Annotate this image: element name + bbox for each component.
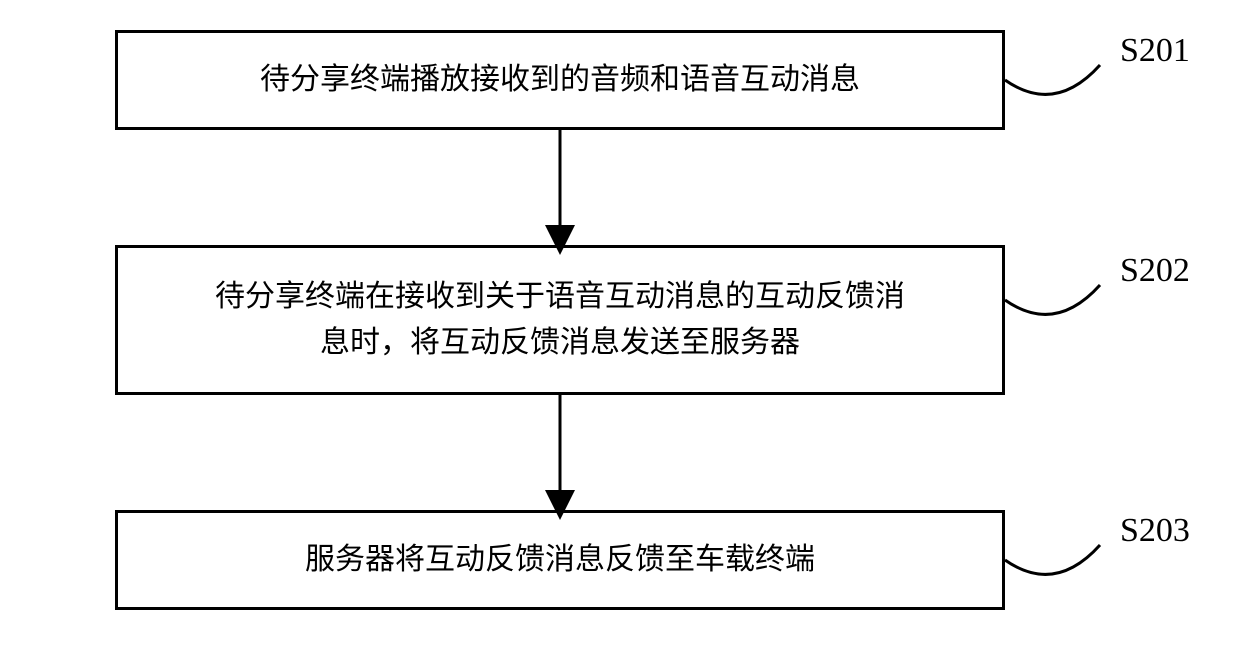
step-label-s202: S202	[1120, 252, 1190, 290]
step-text-s203: 服务器将互动反馈消息反馈至车载终端	[305, 537, 815, 584]
step-box-s201: 待分享终端播放接收到的音频和语音互动消息	[115, 30, 1005, 130]
flowchart-canvas: 待分享终端播放接收到的音频和语音互动消息 S201 待分享终端在接收到关于语音互…	[0, 0, 1240, 670]
step-label-s203: S203	[1120, 512, 1190, 550]
step-box-s203: 服务器将互动反馈消息反馈至车载终端	[115, 510, 1005, 610]
step-text-s201: 待分享终端播放接收到的音频和语音互动消息	[260, 57, 860, 104]
step-box-s202: 待分享终端在接收到关于语音互动消息的互动反馈消 息时，将互动反馈消息发送至服务器	[115, 245, 1005, 395]
step-label-s201: S201	[1120, 32, 1190, 70]
step-text-s202: 待分享终端在接收到关于语音互动消息的互动反馈消 息时，将互动反馈消息发送至服务器	[215, 274, 905, 367]
